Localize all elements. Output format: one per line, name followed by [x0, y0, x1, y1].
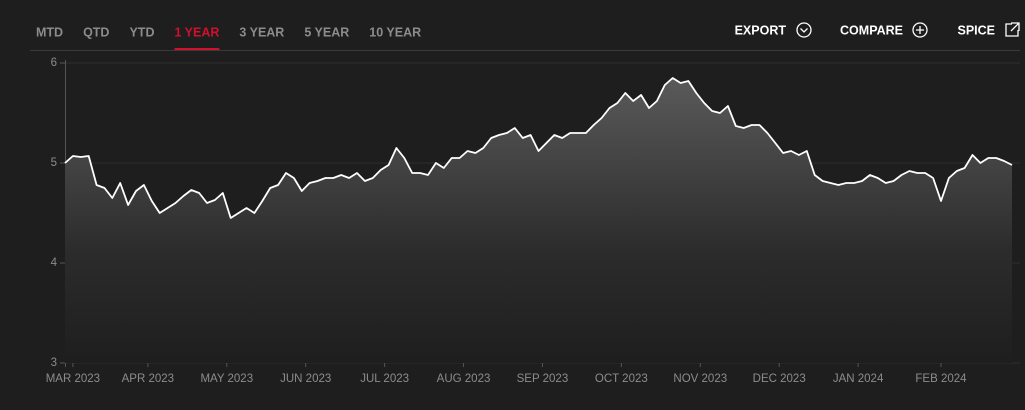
export-icon[interactable]	[796, 22, 812, 38]
spice-button[interactable]: SPICE	[957, 23, 995, 37]
x-tick-label: DEC 2023	[753, 373, 806, 385]
price-area	[65, 78, 1012, 363]
y-tick-label: 5	[51, 157, 57, 169]
x-tick-label: JUL 2023	[360, 373, 409, 385]
x-tick-label: NOV 2023	[673, 373, 727, 385]
compare-icon[interactable]	[912, 22, 928, 38]
x-tick-label: APR 2023	[122, 373, 174, 385]
y-tick-label: 3	[51, 357, 57, 369]
x-tick-label: OCT 2023	[595, 373, 648, 385]
x-tick-label: FEB 2024	[915, 373, 967, 385]
x-tick-label: MAY 2023	[200, 373, 253, 385]
x-tick-label: JAN 2024	[833, 373, 884, 385]
x-tick-label: SEP 2023	[517, 373, 569, 385]
range-tabs: MTD QTD YTD 1 YEAR 3 YEAR 5 YEAR 10 YEAR	[36, 25, 421, 50]
range-tab[interactable]: 10 YEAR	[369, 25, 421, 39]
y-tick-label: 6	[51, 57, 57, 69]
range-tab[interactable]: 5 YEAR	[304, 25, 349, 39]
active-tab-underline	[174, 48, 220, 50]
x-tick-label: JUN 2023	[280, 373, 331, 385]
spice-icon[interactable]	[1005, 22, 1020, 37]
range-tab[interactable]: YTD	[129, 25, 154, 39]
range-tab[interactable]: 3 YEAR	[239, 25, 284, 39]
x-tick-label: AUG 2023	[437, 373, 491, 385]
export-button[interactable]: EXPORT	[735, 23, 787, 37]
price-line	[64, 77, 1013, 219]
range-tab[interactable]: QTD	[83, 25, 109, 39]
range-tab[interactable]: 1 YEAR	[174, 25, 219, 39]
range-tab[interactable]: MTD	[36, 25, 63, 39]
plot: 3 4 5 6 MAR 2023 APR 2023 MAY 2023 JUN 2023 JUL …	[46, 57, 1020, 385]
y-tick-label: 4	[51, 257, 58, 269]
x-tick-label: MAR 2023	[46, 373, 100, 385]
compare-button[interactable]: COMPARE	[840, 23, 903, 37]
